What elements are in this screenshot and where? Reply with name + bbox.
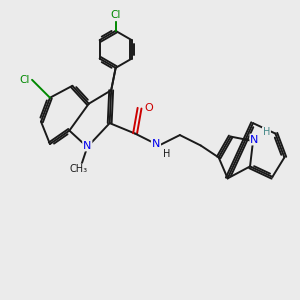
Text: Cl: Cl bbox=[110, 10, 121, 20]
Text: N: N bbox=[83, 140, 92, 151]
Text: N: N bbox=[250, 134, 259, 145]
Text: H: H bbox=[163, 149, 170, 160]
Text: CH₃: CH₃ bbox=[69, 164, 87, 174]
Text: N: N bbox=[152, 139, 160, 149]
Text: O: O bbox=[144, 103, 153, 113]
Text: H: H bbox=[263, 127, 270, 137]
Text: Cl: Cl bbox=[20, 75, 30, 85]
